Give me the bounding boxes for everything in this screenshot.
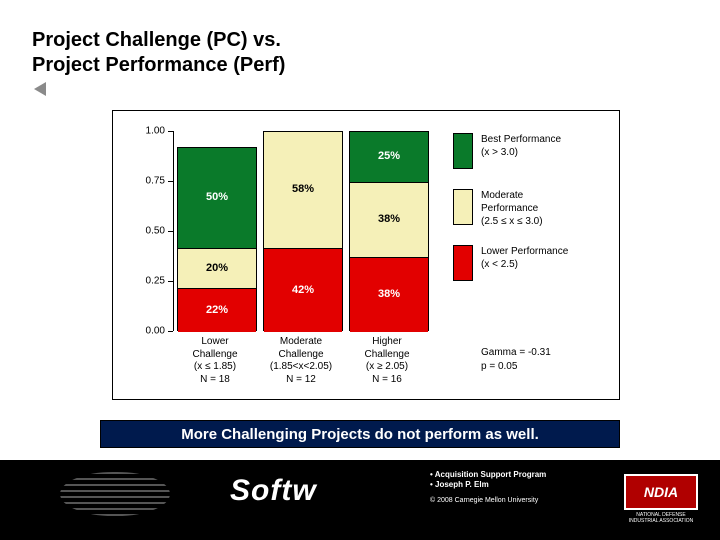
x-cat-line: (1.85<x<2.05) bbox=[256, 361, 346, 374]
legend-row-lower: Lower Performance(x < 2.5) bbox=[453, 243, 613, 293]
ndia-subtext: NATIONAL DEFENSE INDUSTRIAL ASSOCIATION bbox=[624, 512, 698, 524]
y-tick-label: 0.00 bbox=[146, 326, 165, 337]
x-cat-line: N = 16 bbox=[342, 374, 432, 387]
legend-row-best: Best Performance(x > 3.0) bbox=[453, 131, 613, 181]
footer: Softw • Acquisition Support Program • Jo… bbox=[0, 460, 720, 540]
x-cat-line: (x ≤ 1.85) bbox=[170, 361, 260, 374]
x-cat-line: Moderate bbox=[256, 336, 346, 349]
legend-text: ModeratePerformance(2.5 ≤ x ≤ 3.0) bbox=[481, 189, 543, 228]
bar-seg-lower-moderate: 20% bbox=[178, 248, 256, 288]
x-cat-line: Lower bbox=[170, 336, 260, 349]
bar-seg-higher-moderate: 38% bbox=[350, 182, 428, 257]
bar-seg-label: 25% bbox=[350, 150, 428, 162]
bar-moderate: 58% 42% bbox=[263, 131, 343, 331]
y-tick bbox=[168, 181, 173, 182]
slide: Project Challenge (PC) vs. Project Perfo… bbox=[0, 0, 720, 540]
x-cat-line: (x ≥ 2.05) bbox=[342, 361, 432, 374]
y-tick-label: 1.00 bbox=[146, 126, 165, 137]
legend-row-moderate: ModeratePerformance(2.5 ≤ x ≤ 3.0) bbox=[453, 187, 613, 237]
footer-copyright: © 2008 Carnegie Mellon University bbox=[430, 497, 600, 504]
legend-text: Best Performance(x > 3.0) bbox=[481, 133, 561, 159]
y-tick bbox=[168, 131, 173, 132]
footer-line-2: • Joseph P. Elm bbox=[430, 480, 600, 490]
bar-seg-label: 22% bbox=[178, 304, 256, 316]
legend-swatch bbox=[453, 133, 473, 169]
stat-p: p = 0.05 bbox=[481, 360, 551, 374]
ndia-text: NDIA bbox=[644, 484, 678, 500]
bar-higher: 25% 38% 38% bbox=[349, 131, 429, 331]
y-tick-label: 0.50 bbox=[146, 226, 165, 237]
legend: Best Performance(x > 3.0) ModeratePerform… bbox=[453, 131, 613, 299]
y-tick bbox=[168, 231, 173, 232]
y-tick-label: 0.75 bbox=[146, 176, 165, 187]
bar-seg-moderate-moderate: 58% bbox=[264, 132, 342, 248]
bar-seg-label: 20% bbox=[178, 262, 256, 274]
bar-seg-label: 38% bbox=[350, 213, 428, 225]
stats-block: Gamma = -0.31 p = 0.05 bbox=[481, 346, 551, 373]
conclusion-band: More Challenging Projects do not perform… bbox=[100, 420, 620, 448]
bar-seg-label: 50% bbox=[178, 191, 256, 203]
title-line-1: Project Challenge (PC) vs. bbox=[32, 28, 285, 53]
x-cat-line: Higher bbox=[342, 336, 432, 349]
x-cat-line: Challenge bbox=[256, 349, 346, 362]
x-cat-higher: HigherChallenge(x ≥ 2.05)N = 16 bbox=[342, 336, 432, 386]
x-cat-line: Challenge bbox=[342, 349, 432, 362]
bar-seg-label: 58% bbox=[264, 183, 342, 195]
x-cat-line: N = 12 bbox=[256, 374, 346, 387]
legend-text: Lower Performance(x < 2.5) bbox=[481, 245, 568, 271]
softw-logo: Softw bbox=[230, 474, 317, 508]
stat-gamma: Gamma = -0.31 bbox=[481, 346, 551, 360]
y-tick-label: 0.25 bbox=[146, 276, 165, 287]
chart-container: 1.00 0.75 0.50 0.25 0.00 50% 20% 22% 58% 42% 25% 3… bbox=[112, 110, 620, 400]
legend-swatch bbox=[453, 189, 473, 225]
x-cat-moderate: ModerateChallenge(1.85<x<2.05)N = 12 bbox=[256, 336, 346, 386]
x-cat-line: N = 18 bbox=[170, 374, 260, 387]
bar-seg-higher-lower: 38% bbox=[350, 257, 428, 332]
conclusion-text: More Challenging Projects do not perform… bbox=[181, 426, 539, 443]
back-icon[interactable] bbox=[34, 82, 46, 96]
x-cat-line: Challenge bbox=[170, 349, 260, 362]
ndia-logo: NDIA bbox=[624, 474, 698, 510]
bar-seg-moderate-lower: 42% bbox=[264, 248, 342, 332]
title-line-2: Project Performance (Perf) bbox=[32, 53, 285, 78]
bar-lower: 50% 20% 22% bbox=[177, 147, 257, 331]
footer-text: • Acquisition Support Program • Joseph P… bbox=[430, 470, 600, 504]
plot-area: 1.000.750.500.250.00 50%20%22%58%42%25%3… bbox=[173, 131, 433, 331]
bar-seg-label: 38% bbox=[350, 288, 428, 300]
slide-title: Project Challenge (PC) vs. Project Perfo… bbox=[32, 28, 285, 78]
footer-line-1: • Acquisition Support Program bbox=[430, 470, 600, 480]
bar-seg-label: 42% bbox=[264, 284, 342, 296]
y-axis bbox=[173, 131, 174, 331]
x-cat-lower: LowerChallenge(x ≤ 1.85)N = 18 bbox=[170, 336, 260, 386]
y-tick bbox=[168, 331, 173, 332]
sei-logo-icon bbox=[60, 472, 170, 516]
legend-swatch bbox=[453, 245, 473, 281]
bar-seg-lower-lower: 22% bbox=[178, 288, 256, 332]
y-tick bbox=[168, 281, 173, 282]
bar-seg-higher-best: 25% bbox=[350, 132, 428, 182]
bar-seg-lower-best: 50% bbox=[178, 148, 256, 248]
